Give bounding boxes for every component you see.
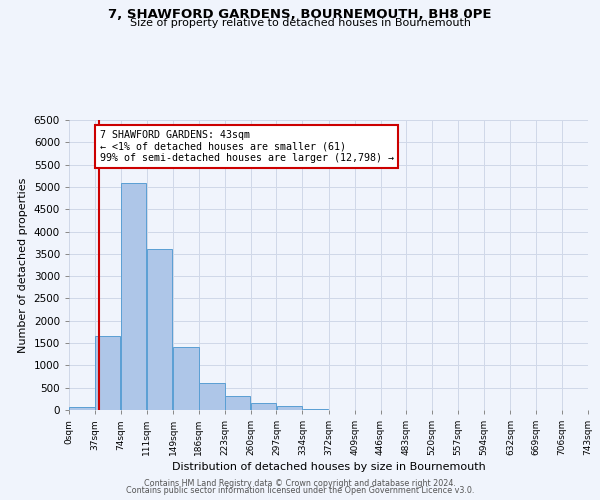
Bar: [302, 408, 328, 410]
Bar: [147, 250, 172, 410]
Bar: [199, 382, 224, 410]
Y-axis label: Number of detached properties: Number of detached properties: [18, 178, 28, 352]
Bar: [251, 403, 276, 410]
Bar: [121, 184, 146, 410]
Bar: [173, 346, 199, 410]
Bar: [95, 336, 121, 410]
Bar: [69, 408, 95, 410]
Text: Contains HM Land Registry data © Crown copyright and database right 2024.: Contains HM Land Registry data © Crown c…: [144, 478, 456, 488]
Text: 7 SHAWFORD GARDENS: 43sqm
← <1% of detached houses are smaller (61)
99% of semi-: 7 SHAWFORD GARDENS: 43sqm ← <1% of detac…: [100, 130, 394, 163]
Text: Contains public sector information licensed under the Open Government Licence v3: Contains public sector information licen…: [126, 486, 474, 495]
Bar: [277, 406, 302, 410]
Text: 7, SHAWFORD GARDENS, BOURNEMOUTH, BH8 0PE: 7, SHAWFORD GARDENS, BOURNEMOUTH, BH8 0P…: [108, 8, 492, 20]
Bar: [225, 396, 250, 410]
Text: Size of property relative to detached houses in Bournemouth: Size of property relative to detached ho…: [130, 18, 470, 28]
X-axis label: Distribution of detached houses by size in Bournemouth: Distribution of detached houses by size …: [172, 462, 485, 472]
